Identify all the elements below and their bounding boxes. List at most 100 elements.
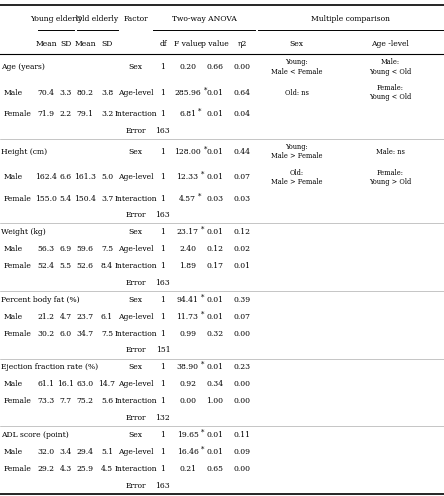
Text: 0.01: 0.01 (206, 296, 223, 304)
Text: 0.21: 0.21 (179, 465, 196, 473)
Text: 52.6: 52.6 (77, 262, 94, 270)
Text: 73.3: 73.3 (38, 397, 55, 405)
Text: *: * (198, 108, 202, 116)
Text: 0.00: 0.00 (234, 465, 251, 473)
Text: SD: SD (60, 40, 71, 48)
Text: 5.5: 5.5 (59, 262, 72, 270)
Text: 29.2: 29.2 (38, 465, 55, 473)
Text: 0.01: 0.01 (206, 110, 223, 118)
Text: Error: Error (125, 211, 146, 220)
Text: 0.02: 0.02 (234, 245, 251, 253)
Text: 0.00: 0.00 (234, 330, 251, 338)
Text: Height (cm): Height (cm) (1, 148, 47, 156)
Text: Age-level: Age-level (118, 380, 153, 388)
Text: 16.1: 16.1 (57, 380, 74, 388)
Text: 0.20: 0.20 (179, 63, 196, 71)
Text: 71.9: 71.9 (38, 110, 55, 118)
Text: 3.2: 3.2 (101, 110, 113, 118)
Text: 2.2: 2.2 (59, 110, 72, 118)
Text: 0.01: 0.01 (206, 363, 223, 371)
Text: 3.3: 3.3 (59, 89, 72, 97)
Text: 1: 1 (161, 363, 165, 371)
Text: Male: Male (4, 174, 23, 182)
Text: Female: Female (4, 262, 32, 270)
Text: 25.9: 25.9 (77, 465, 94, 473)
Text: 56.3: 56.3 (38, 245, 55, 253)
Text: Old:
Male > Female: Old: Male > Female (271, 169, 322, 186)
Text: Female: Female (4, 195, 32, 203)
Text: 151: 151 (156, 347, 170, 355)
Text: *: * (198, 192, 202, 200)
Text: 70.4: 70.4 (38, 89, 55, 97)
Text: η2: η2 (238, 40, 247, 48)
Text: 1: 1 (161, 228, 165, 236)
Text: 0.64: 0.64 (234, 89, 251, 97)
Text: *: * (201, 171, 204, 179)
Text: 0.01: 0.01 (206, 174, 223, 182)
Text: F value: F value (174, 40, 202, 48)
Text: Error: Error (125, 127, 146, 135)
Text: 29.4: 29.4 (77, 448, 94, 456)
Text: Male: ns: Male: ns (376, 148, 405, 156)
Text: Old elderly: Old elderly (76, 15, 118, 23)
Text: 1: 1 (161, 89, 165, 97)
Text: Sex: Sex (128, 296, 143, 304)
Text: 0.01: 0.01 (234, 262, 251, 270)
Text: 1: 1 (161, 465, 165, 473)
Text: 12.33: 12.33 (177, 174, 198, 182)
Text: p value: p value (201, 40, 229, 48)
Text: 61.1: 61.1 (38, 380, 55, 388)
Text: 11.73: 11.73 (177, 313, 198, 321)
Text: 0.07: 0.07 (234, 313, 251, 321)
Text: 59.6: 59.6 (77, 245, 94, 253)
Text: Interaction: Interaction (114, 262, 157, 270)
Text: Sex: Sex (128, 228, 143, 236)
Text: 19.65: 19.65 (177, 431, 198, 438)
Text: Female: Female (4, 330, 32, 338)
Text: 5.1: 5.1 (101, 448, 113, 456)
Text: 1: 1 (161, 245, 165, 253)
Text: 7.5: 7.5 (101, 330, 113, 338)
Text: ADL score (point): ADL score (point) (1, 431, 69, 438)
Text: 0.92: 0.92 (179, 380, 196, 388)
Text: 0.01: 0.01 (206, 313, 223, 321)
Text: 1: 1 (161, 313, 165, 321)
Text: 80.2: 80.2 (77, 89, 94, 97)
Text: 161.3: 161.3 (74, 174, 96, 182)
Text: 1.89: 1.89 (179, 262, 196, 270)
Text: 1: 1 (161, 296, 165, 304)
Text: 0.01: 0.01 (206, 228, 223, 236)
Text: 0.32: 0.32 (206, 330, 223, 338)
Text: 0.03: 0.03 (206, 195, 223, 203)
Text: 32.0: 32.0 (38, 448, 55, 456)
Text: 4.57: 4.57 (179, 195, 196, 203)
Text: Interaction: Interaction (114, 110, 157, 118)
Text: Sex: Sex (128, 363, 143, 371)
Text: 0.34: 0.34 (206, 380, 223, 388)
Text: 150.4: 150.4 (74, 195, 96, 203)
Text: 6.0: 6.0 (59, 330, 72, 338)
Text: 0.04: 0.04 (234, 110, 251, 118)
Text: 6.1: 6.1 (101, 313, 113, 321)
Text: 3.8: 3.8 (101, 89, 113, 97)
Text: 1: 1 (161, 380, 165, 388)
Text: Two-way ANOVA: Two-way ANOVA (172, 15, 237, 23)
Text: 0.01: 0.01 (206, 448, 223, 456)
Text: Sex: Sex (128, 148, 143, 156)
Text: 163: 163 (155, 482, 170, 490)
Text: 23.17: 23.17 (177, 228, 198, 236)
Text: 0.65: 0.65 (206, 465, 223, 473)
Text: 38.90: 38.90 (177, 363, 198, 371)
Text: 1.00: 1.00 (206, 397, 223, 405)
Text: 163: 163 (155, 127, 170, 135)
Text: 3.4: 3.4 (59, 448, 72, 456)
Text: Male: Male (4, 380, 23, 388)
Text: Age -level: Age -level (371, 40, 409, 48)
Text: 1: 1 (161, 397, 165, 405)
Text: Percent body fat (%): Percent body fat (%) (1, 296, 79, 304)
Text: Male:
Young < Old: Male: Young < Old (369, 59, 412, 75)
Text: *: * (201, 310, 204, 318)
Text: 4.5: 4.5 (101, 465, 113, 473)
Text: 23.7: 23.7 (77, 313, 94, 321)
Text: 3.7: 3.7 (101, 195, 113, 203)
